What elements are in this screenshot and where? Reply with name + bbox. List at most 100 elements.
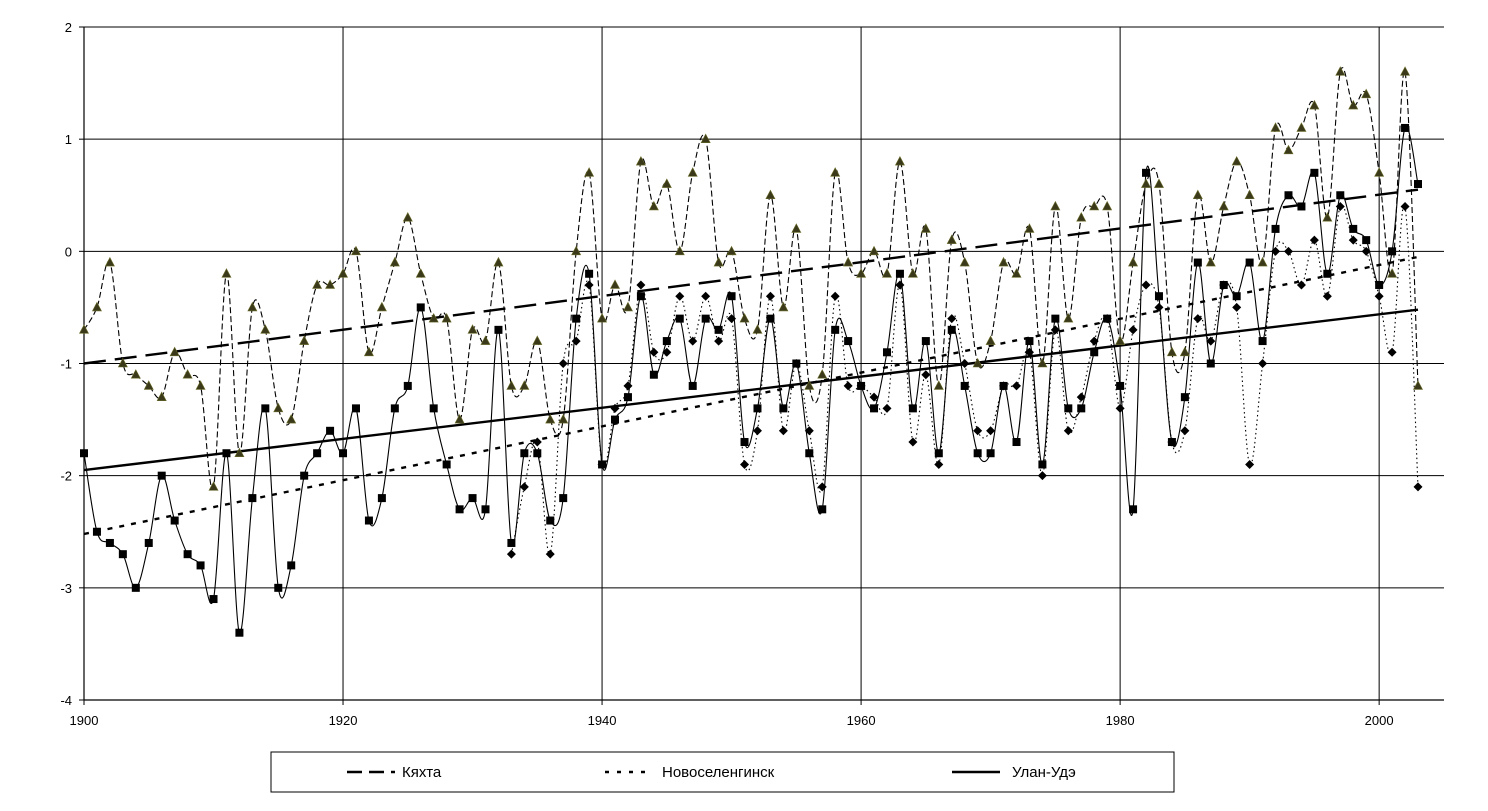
data-point-kyakhta <box>441 312 452 323</box>
data-point-kyakhta <box>1166 346 1177 357</box>
data-point-kyakhta <box>506 380 517 390</box>
data-point-kyakhta <box>467 324 478 334</box>
data-point-ulan-ude <box>1103 314 1112 323</box>
data-point-novoselenginsk <box>688 336 698 346</box>
data-point-kyakhta <box>532 335 543 345</box>
data-point-ulan-ude <box>559 494 568 503</box>
data-point-novoselenginsk <box>1063 426 1073 436</box>
data-point-ulan-ude <box>870 404 879 413</box>
data-point-ulan-ude <box>287 561 296 570</box>
data-point-ulan-ude <box>844 337 853 346</box>
data-point-novoselenginsk <box>1076 392 1086 402</box>
data-point-ulan-ude <box>1064 404 1073 413</box>
data-point-kyakhta <box>610 279 621 289</box>
data-point-novoselenginsk <box>1193 314 1203 324</box>
x-tick-label: 2000 <box>1365 713 1394 728</box>
data-point-novoselenginsk <box>1413 482 1423 492</box>
data-point-ulan-ude <box>351 404 360 413</box>
data-point-novoselenginsk <box>986 426 996 436</box>
data-point-kyakhta <box>946 234 957 244</box>
data-point-kyakhta <box>1322 212 1333 222</box>
data-point-ulan-ude <box>960 381 969 390</box>
data-point-novoselenginsk <box>1232 302 1242 312</box>
data-point-kyakhta <box>312 279 323 289</box>
data-point-ulan-ude <box>1232 292 1241 301</box>
y-tick-label: 2 <box>65 20 72 35</box>
data-point-novoselenginsk <box>934 459 944 469</box>
data-point-ulan-ude <box>274 583 283 592</box>
data-point-ulan-ude <box>131 583 140 592</box>
data-point-kyakhta <box>584 167 595 177</box>
data-point-kyakhta <box>1141 178 1152 188</box>
data-point-kyakhta <box>1205 256 1216 267</box>
data-point-ulan-ude <box>857 381 866 390</box>
data-point-ulan-ude <box>157 471 166 480</box>
y-tick-label: 0 <box>65 244 72 259</box>
data-point-ulan-ude <box>105 538 114 547</box>
data-point-ulan-ude <box>1401 123 1410 132</box>
data-point-kyakhta <box>493 256 504 267</box>
data-point-kyakhta <box>1400 66 1411 76</box>
data-point-novoselenginsk <box>960 359 970 368</box>
data-point-ulan-ude <box>300 471 309 480</box>
data-markers <box>79 66 1423 637</box>
data-point-ulan-ude <box>1388 247 1397 256</box>
data-point-kyakhta <box>389 256 400 267</box>
data-point-ulan-ude <box>377 494 386 503</box>
data-point-kyakhta <box>182 369 193 379</box>
data-point-novoselenginsk <box>1206 336 1216 346</box>
data-point-kyakhta <box>830 167 841 177</box>
data-point-ulan-ude <box>364 516 373 525</box>
data-point-novoselenginsk <box>584 280 594 290</box>
data-point-ulan-ude <box>1271 224 1280 233</box>
data-point-kyakhta <box>260 324 271 334</box>
data-point-kyakhta <box>713 256 724 267</box>
legend-label: Улан-Удэ <box>1012 764 1076 781</box>
y-tick-label: 1 <box>65 132 72 147</box>
data-point-ulan-ude <box>248 494 257 503</box>
data-point-ulan-ude <box>1051 314 1060 323</box>
series-line-kyakhta <box>83 67 1419 490</box>
data-point-kyakhta <box>480 335 491 345</box>
data-point-kyakhta <box>1128 256 1139 267</box>
tick-labels: -4 -3 -2 -1 0 1 2 1900 1920 1940 1960 1980 2000 <box>60 20 1393 728</box>
data-point-novoselenginsk <box>1296 280 1306 290</box>
data-point-novoselenginsk <box>545 549 555 559</box>
data-point-novoselenginsk <box>752 426 762 436</box>
data-point-ulan-ude <box>1012 438 1021 447</box>
data-point-ulan-ude <box>818 505 827 514</box>
data-point-novoselenginsk <box>843 381 853 391</box>
data-point-kyakhta <box>843 256 854 267</box>
data-point-kyakhta <box>1244 189 1255 200</box>
data-point-kyakhta <box>881 268 892 278</box>
data-point-novoselenginsk <box>610 403 620 413</box>
data-point-novoselenginsk <box>921 370 931 380</box>
data-point-ulan-ude <box>183 550 192 559</box>
series-lines <box>83 67 1419 634</box>
data-point-kyakhta <box>687 167 698 177</box>
data-point-ulan-ude <box>792 359 801 368</box>
data-point-ulan-ude <box>649 370 658 379</box>
data-point-kyakhta <box>726 245 737 256</box>
data-point-kyakhta <box>817 369 828 379</box>
data-point-ulan-ude <box>1154 292 1163 301</box>
data-point-kyakhta <box>907 268 918 278</box>
data-point-novoselenginsk <box>1400 201 1410 211</box>
data-point-kyakhta <box>338 268 349 278</box>
data-point-ulan-ude <box>779 404 788 413</box>
x-tick-label: 1920 <box>329 713 358 728</box>
data-point-kyakhta <box>1179 346 1190 357</box>
data-point-novoselenginsk <box>1141 280 1151 290</box>
data-point-kyakhta <box>894 155 905 166</box>
data-point-ulan-ude <box>753 404 762 413</box>
data-point-kyakhta <box>1309 99 1320 110</box>
data-point-kyakhta <box>143 380 154 390</box>
data-point-ulan-ude <box>908 404 917 413</box>
data-point-novoselenginsk <box>506 549 516 559</box>
data-point-ulan-ude <box>468 494 477 503</box>
data-point-ulan-ude <box>442 460 451 469</box>
data-point-ulan-ude <box>1310 168 1319 177</box>
trend-lines <box>83 188 1419 536</box>
legend: Кяхта Новоселенгинск Улан-Удэ <box>270 751 1175 793</box>
data-point-ulan-ude <box>1349 224 1358 233</box>
